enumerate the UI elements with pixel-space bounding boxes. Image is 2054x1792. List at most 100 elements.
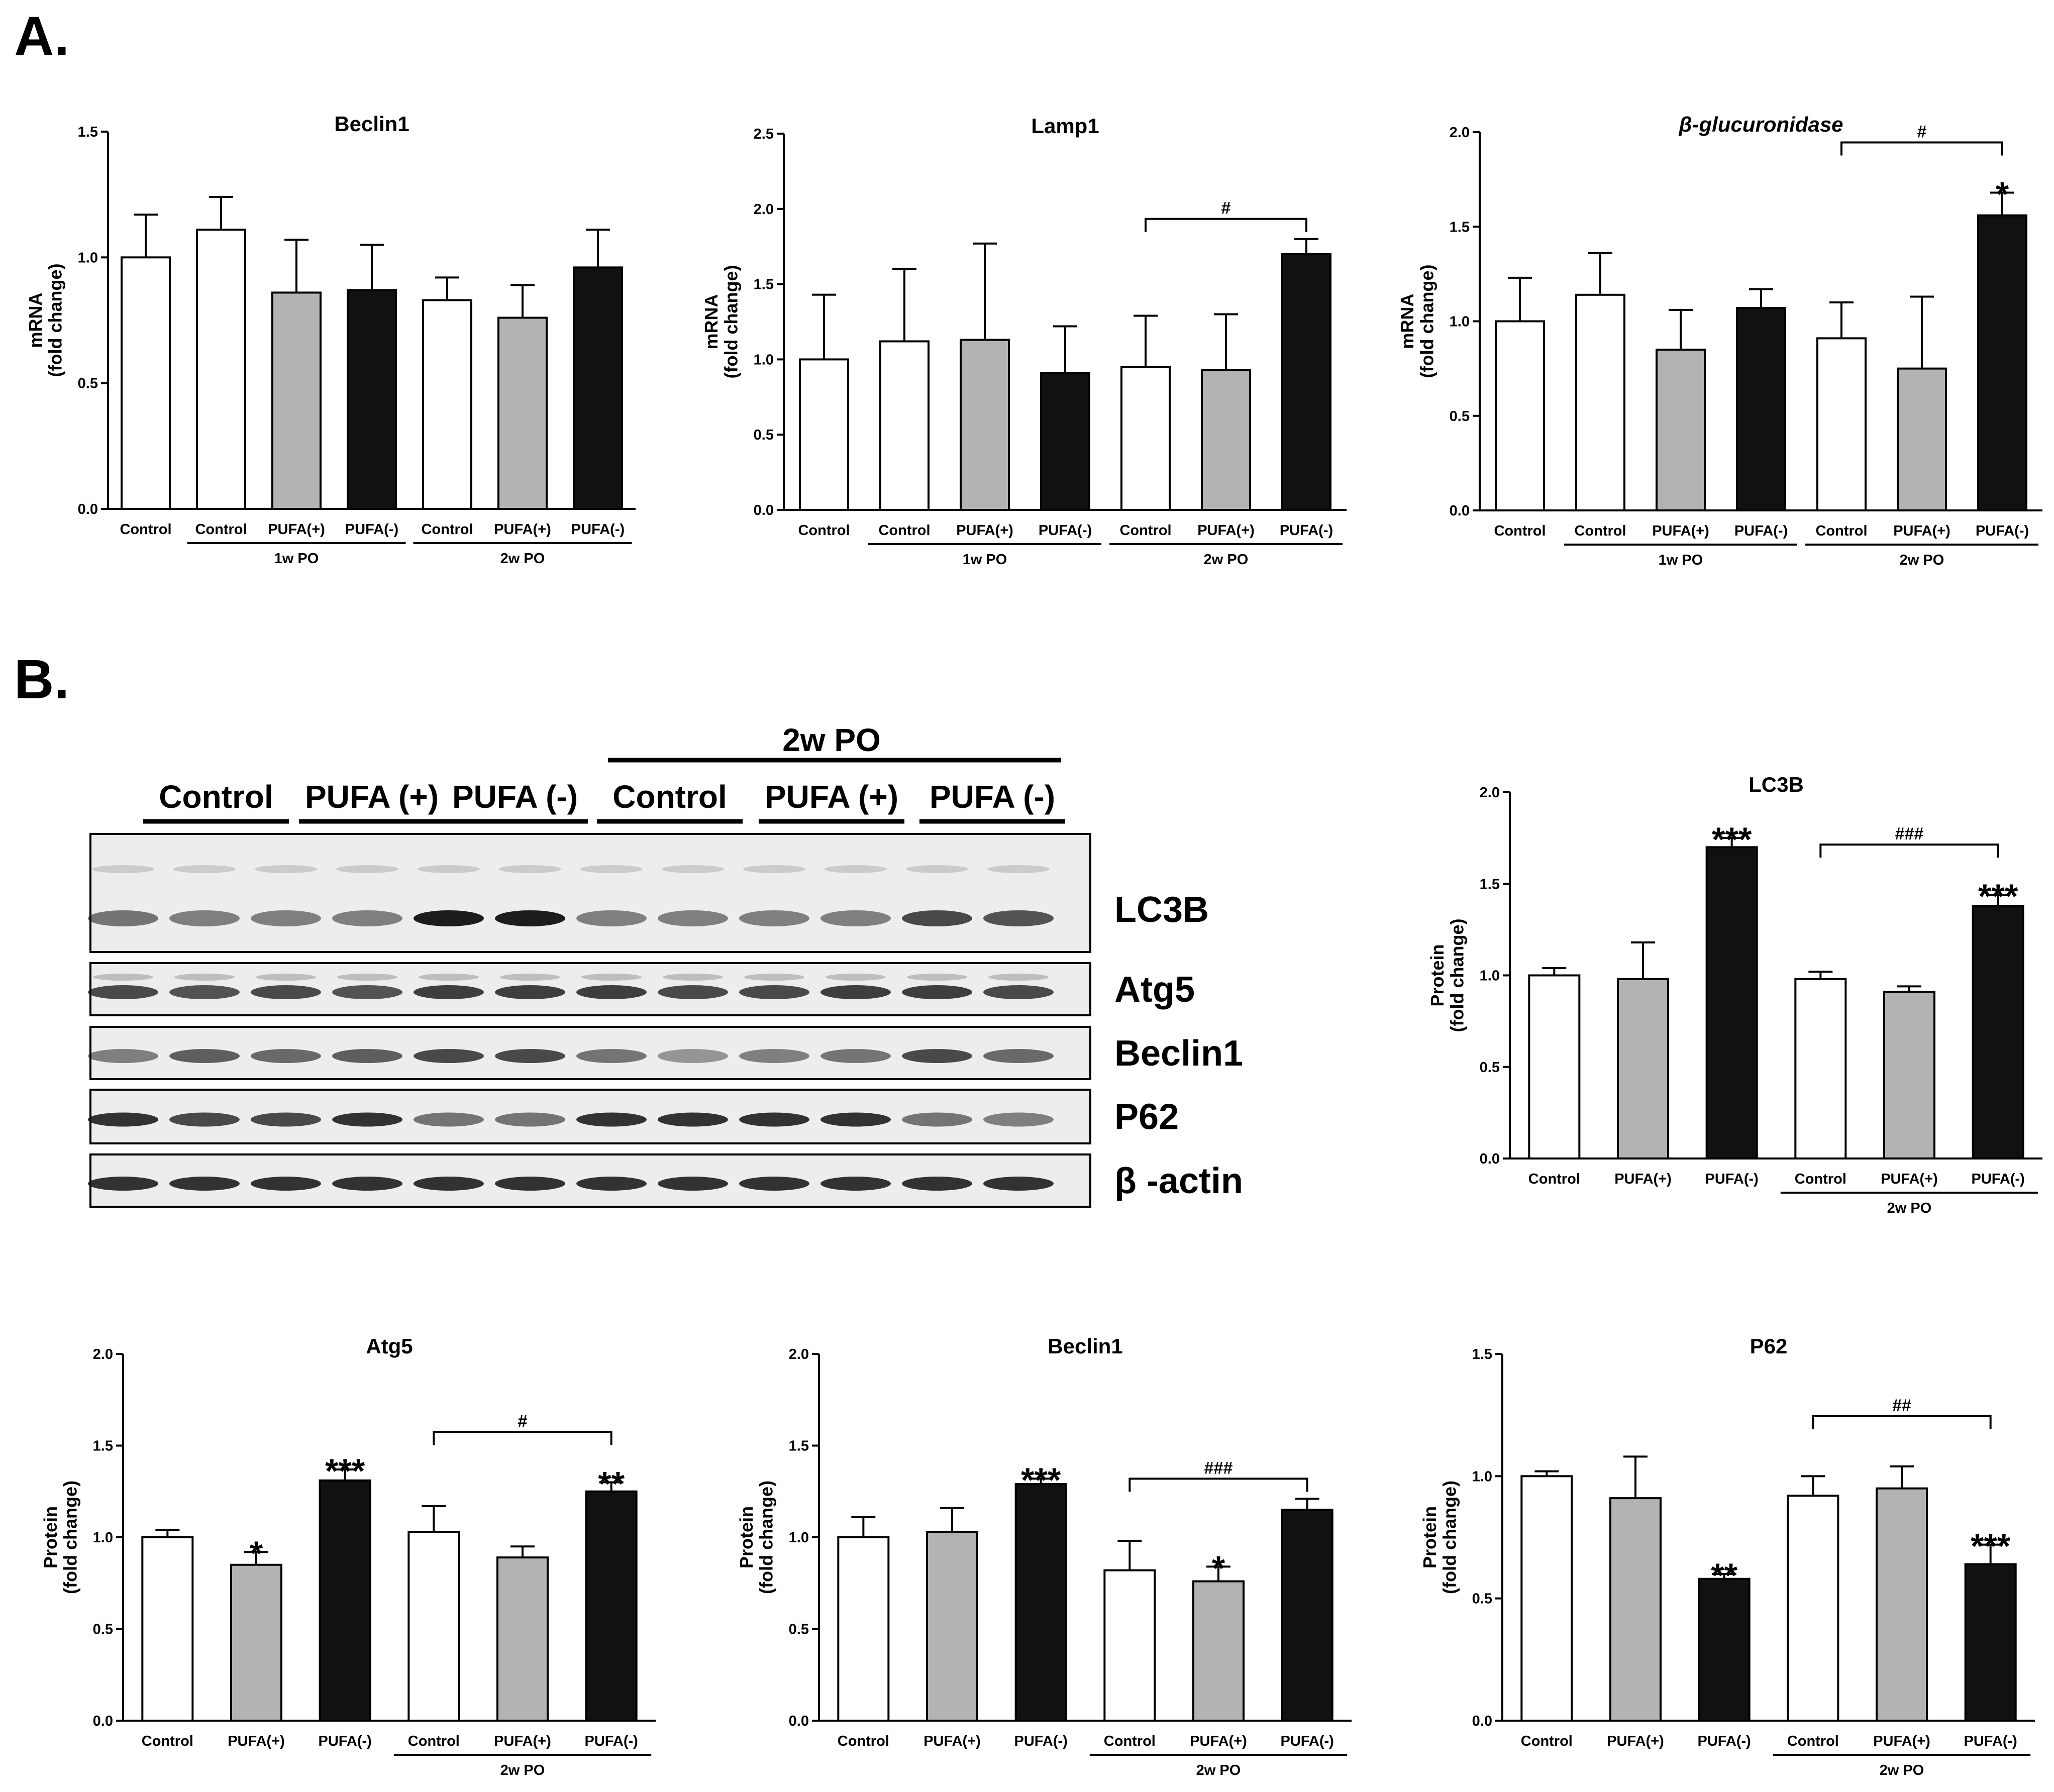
blot-band — [169, 985, 240, 999]
blot-band-faint — [743, 865, 805, 873]
y-tick-label: 1.5 — [754, 277, 774, 293]
blot-band-faint — [580, 865, 643, 873]
bar — [1609, 1497, 1662, 1722]
bar — [1883, 991, 1935, 1160]
blot-band — [658, 1049, 728, 1063]
y-tick-label: 0.0 — [78, 501, 98, 517]
blot-band — [251, 1177, 321, 1191]
blot-band — [495, 985, 565, 999]
category-label: PUFA(+) — [494, 521, 551, 538]
y-tick-label: 0.0 — [789, 1713, 809, 1729]
significance-marker: *** — [1971, 1527, 2011, 1565]
significance-marker: * — [1996, 175, 2009, 213]
y-tick-label: 1.0 — [78, 250, 98, 266]
y-tick-label: 2.0 — [1450, 125, 1470, 141]
significance-bracket — [1812, 1415, 1992, 1429]
blot-band-faint — [663, 974, 723, 981]
y-axis-label: Protein(fold change) — [1419, 1481, 1460, 1594]
blot-band — [739, 910, 809, 926]
y-tick-label: 2.0 — [1480, 785, 1500, 801]
significance-marker: ** — [598, 1465, 625, 1503]
bar — [196, 229, 246, 510]
category-label: Control — [408, 1733, 460, 1749]
y-tick-label: 1.5 — [93, 1438, 113, 1454]
group-label: 2w PO — [1900, 552, 1944, 568]
significance-marker: *** — [1021, 1461, 1061, 1499]
significance-marker: *** — [1712, 820, 1752, 859]
category-label: Control — [838, 1733, 889, 1749]
significance-marker: *** — [1978, 877, 2018, 915]
blot-band — [658, 985, 728, 999]
category-label: PUFA(+) — [923, 1733, 981, 1749]
category-label: Control — [1119, 522, 1171, 539]
blot-band — [332, 910, 402, 926]
lane-label: Control — [612, 779, 727, 815]
chart-2: Lamp1 0.0 0.5 1.0 1.5 2.0 2.5 mRNA(fold change)… — [701, 114, 1347, 568]
blot-band-faint — [256, 974, 316, 981]
category-label: Control — [1104, 1733, 1156, 1749]
category-label: PUFA(+) — [1190, 1733, 1247, 1749]
bar — [1964, 1563, 2017, 1722]
significance-marker: * — [250, 1534, 263, 1572]
significance-bracket — [433, 1431, 612, 1445]
blot-band-faint — [662, 865, 724, 873]
bar — [926, 1531, 978, 1722]
group-label: 1w PO — [274, 551, 319, 567]
category-label: PUFA(+) — [268, 521, 325, 538]
group-label: 1w PO — [963, 552, 1007, 568]
blot-band-faint — [907, 974, 967, 981]
blot-band — [169, 1112, 240, 1127]
blot-band — [658, 910, 728, 926]
y-tick-label: 0.0 — [754, 502, 774, 518]
blot-band — [576, 1049, 647, 1063]
blot-band — [88, 985, 158, 999]
blot-band-faint — [174, 974, 235, 981]
bar — [497, 317, 548, 510]
y-axis-label: Protein(fold change) — [1427, 919, 1468, 1032]
chart-title: Beclin1 — [1048, 1334, 1122, 1358]
chart-title: LC3B — [1749, 773, 1804, 796]
category-label: PUFA(+) — [1873, 1733, 1930, 1749]
chart-4: LC3B 0.0 0.5 1.0 1.5 2.0 Protein(fold change) C… — [1427, 773, 2042, 1216]
blot-band — [88, 910, 158, 926]
y-axis-label: Protein(fold change) — [736, 1481, 777, 1594]
bar — [1972, 904, 2024, 1159]
category-label: PUFA(+) — [1881, 1171, 1938, 1187]
category-label: Control — [142, 1733, 193, 1749]
category-label: PUFA(-) — [1964, 1733, 2017, 1749]
y-axis-label: mRNA(fold change) — [1397, 265, 1437, 378]
blot-band — [902, 985, 972, 999]
bar — [141, 1536, 194, 1722]
blot-band-faint — [337, 974, 397, 981]
panel-label-a: A. — [14, 6, 69, 67]
category-label: PUFA(+) — [228, 1733, 285, 1749]
lane-label: PUFA (+) — [765, 779, 898, 815]
blot-band-faint — [92, 865, 154, 873]
blot-band — [739, 985, 809, 999]
blot-band — [88, 1049, 158, 1063]
category-label: Control — [1574, 523, 1626, 539]
blot-band — [251, 1049, 321, 1063]
category-label: Control — [1815, 523, 1867, 539]
blot-band-faint — [988, 974, 1049, 981]
blot-band-faint — [987, 865, 1050, 873]
blot-band-faint — [744, 974, 804, 981]
category-label: PUFA(-) — [1281, 1733, 1334, 1749]
bar — [585, 1490, 638, 1722]
category-label: PUFA(-) — [345, 521, 398, 538]
group-header: 2w PO — [782, 722, 881, 758]
category-label: PUFA(+) — [1652, 523, 1709, 539]
blot-band-faint — [581, 974, 642, 981]
y-tick-label: 2.0 — [754, 201, 774, 218]
bracket-label: # — [518, 1412, 528, 1431]
chart-1: Beclin1 0.0 0.5 1.0 1.5 mRNA(fold change) Cont… — [25, 112, 636, 567]
blot-band — [332, 985, 402, 999]
bar — [1103, 1569, 1156, 1722]
blot-band — [495, 1049, 565, 1063]
blot-row-label: Atg5 — [1114, 970, 1195, 1010]
blot-band — [576, 1112, 647, 1127]
y-axis-label: mRNA(fold change) — [25, 264, 66, 377]
blot-band — [983, 1049, 1054, 1063]
y-tick-label: 0.5 — [93, 1622, 113, 1638]
